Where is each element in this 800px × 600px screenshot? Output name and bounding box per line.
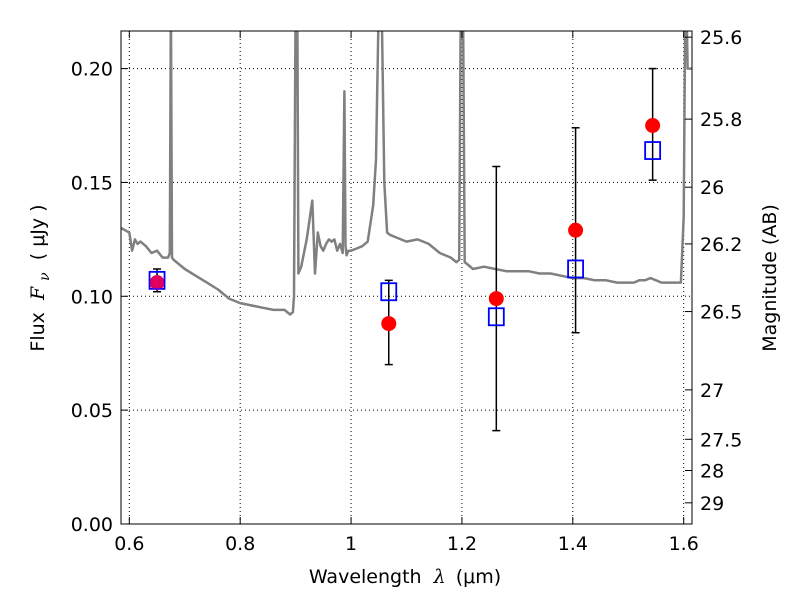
observed-flux-point — [568, 222, 584, 238]
plot-series — [121, 31, 692, 432]
y2-tick-label: 25.8 — [700, 109, 742, 131]
plot-frame — [120, 30, 693, 525]
y-axis-label: Flux F ν ( μJy ) — [27, 204, 54, 351]
model-flux-point — [644, 141, 662, 160]
y2-tick-label: 29 — [700, 493, 724, 515]
y2-tick-label: 26.5 — [700, 302, 742, 324]
observed-flux-point — [645, 118, 661, 134]
y2-tick-label: 26 — [700, 177, 724, 199]
y-tick-label: 0.05 — [71, 400, 113, 422]
y-tick-label: 0.20 — [71, 59, 113, 81]
x-tick-label: 1 — [345, 533, 357, 555]
y2-axis-label: Magnitude (AB) — [759, 204, 781, 352]
y-tick-label: 0.00 — [71, 514, 113, 536]
model-flux-point — [380, 282, 398, 302]
observed-flux-point — [381, 316, 397, 332]
y2-tick-label: 26.2 — [700, 234, 742, 256]
model-flux-point — [567, 259, 584, 279]
y2-tick-label: 25.6 — [700, 27, 742, 49]
x-tick-label: 0.6 — [114, 533, 144, 555]
axes: 0.6 0.8 1 1.2 1.4 1.6 0.00 0.05 0.10 0.15 0.20 25.6… — [71, 27, 743, 555]
y2-tick-label: 28 — [700, 460, 724, 482]
x-tick-label: 1.2 — [447, 533, 477, 555]
x-tick-label: 1.6 — [669, 533, 699, 555]
y2-tick-label: 27 — [700, 380, 724, 402]
overlap-point — [149, 275, 165, 291]
x-axis-label: Wavelength λ (μm) — [309, 566, 501, 588]
y-tick-label: 0.15 — [71, 172, 113, 194]
grid — [121, 31, 692, 525]
x-tick-label: 1.4 — [558, 533, 588, 555]
x-tick-label: 0.8 — [225, 533, 255, 555]
y2-tick-label: 27.5 — [700, 429, 742, 451]
model-spectrum-line — [121, 31, 692, 316]
model-flux-point — [487, 307, 505, 327]
observed-flux-point — [488, 291, 504, 307]
y-tick-label: 0.10 — [71, 286, 113, 308]
